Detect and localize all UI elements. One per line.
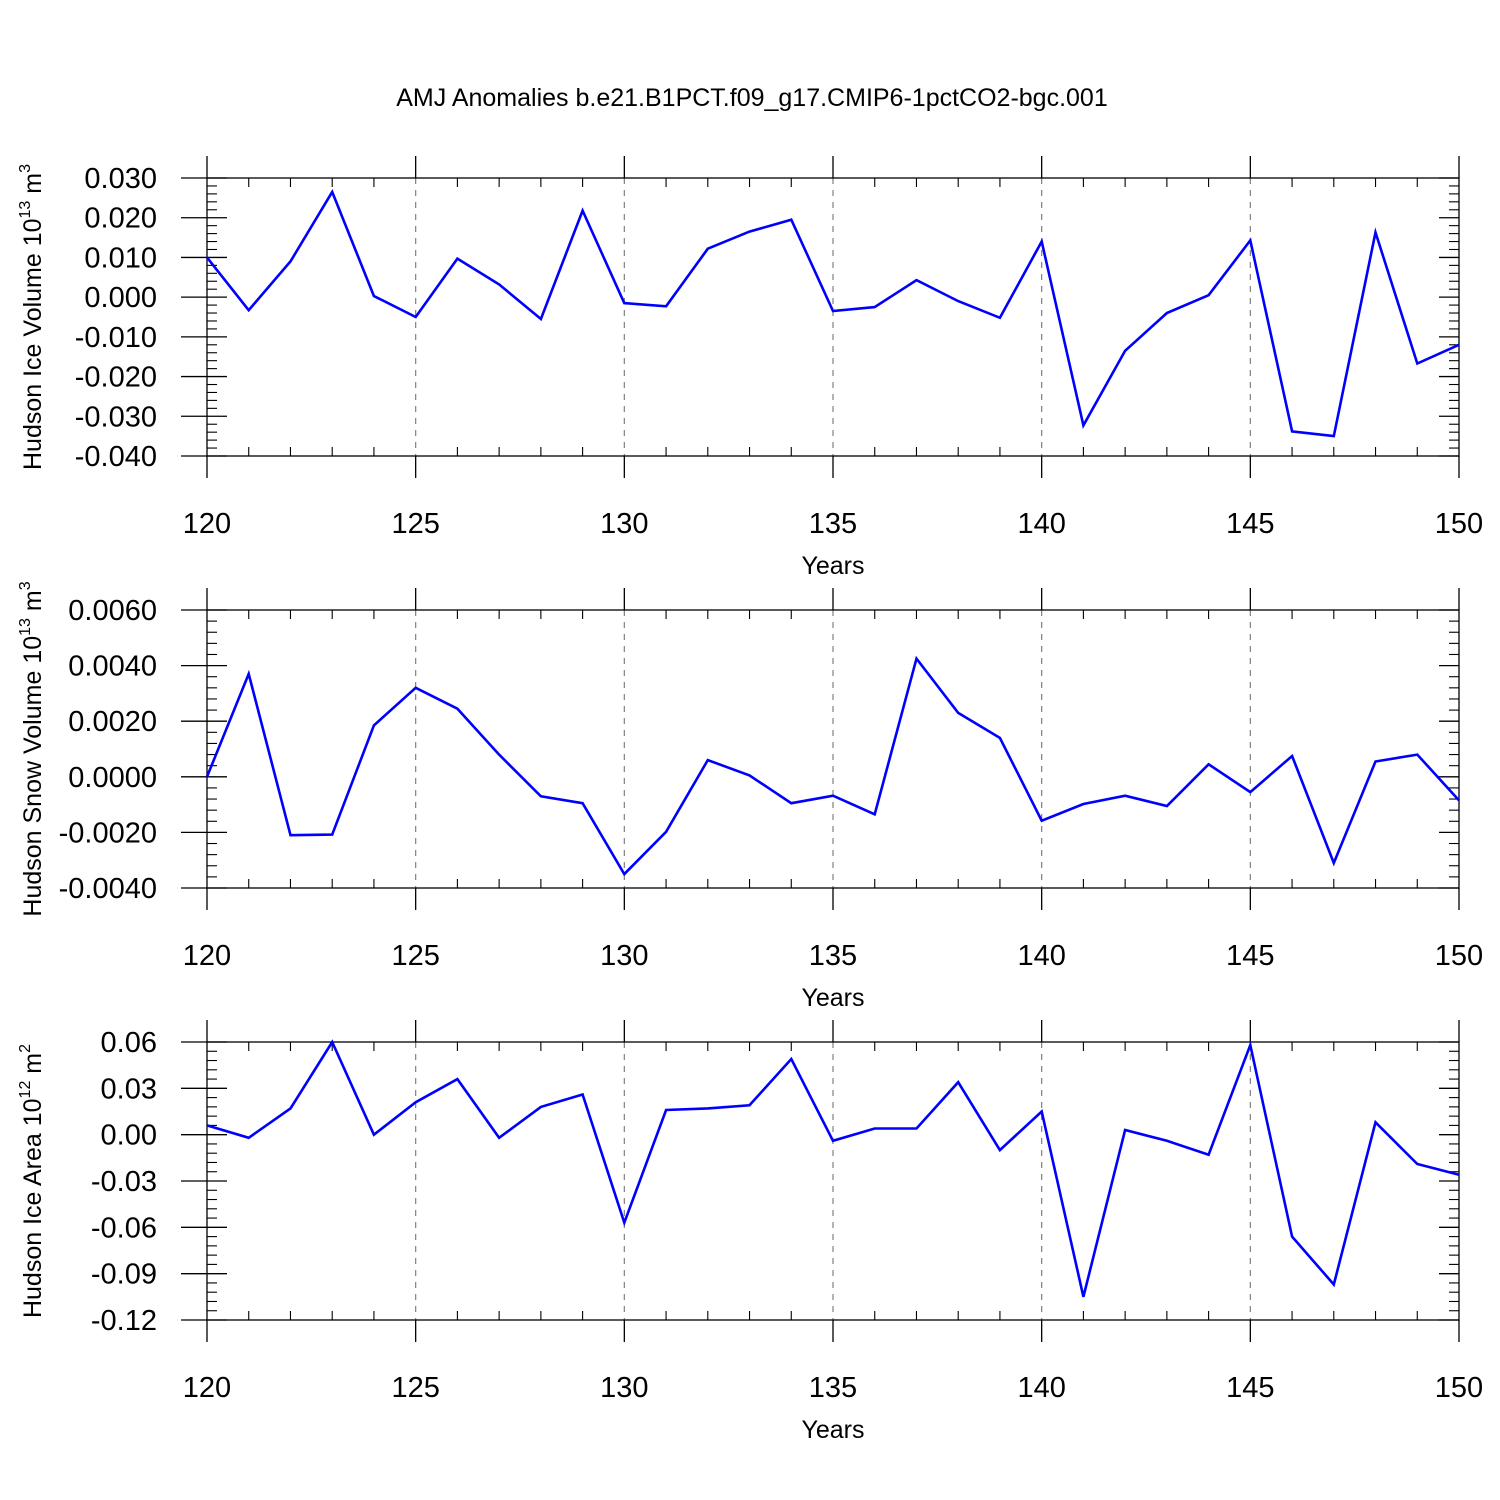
y-tick-label: 0.0060 xyxy=(68,595,157,627)
panel-1: 120 125 130 135 140 145 150 0.030 0.020 0.010 0.00… xyxy=(17,156,1483,580)
y-tick-label: -0.020 xyxy=(75,362,157,394)
x-tick-label: 120 xyxy=(183,508,231,540)
y-tick-label: -0.09 xyxy=(91,1259,157,1291)
y-tick-label: 0.0020 xyxy=(68,706,157,738)
y-axis-label: Hudson Snow Volume 1013 m3 xyxy=(17,581,47,916)
x-tick-label: 130 xyxy=(600,940,648,972)
y-tick-label: 0.06 xyxy=(101,1027,157,1059)
panel-2: 120 125 130 135 140 145 150 0.0060 0.0040 0.0020 0… xyxy=(17,581,1483,1012)
x-tick-label: 140 xyxy=(1017,508,1065,540)
x-tick-label: 140 xyxy=(1017,940,1065,972)
x-axis-label: Years xyxy=(801,1416,864,1444)
x-tick-label: 125 xyxy=(391,940,439,972)
y-tick-label: 0.020 xyxy=(84,203,157,235)
y-tick-label: -0.0020 xyxy=(59,817,157,849)
y-tick-label: -0.030 xyxy=(75,401,157,433)
x-tick-label: 150 xyxy=(1435,1372,1483,1404)
y-tick-label: -0.12 xyxy=(91,1305,157,1337)
x-tick-label: 125 xyxy=(391,508,439,540)
y-tick-label: 0.0000 xyxy=(68,762,157,794)
x-ticks xyxy=(206,588,1460,910)
y-tick-label: 0.010 xyxy=(84,242,157,274)
y-axis-label: Hudson Ice Area 1012 m2 xyxy=(17,1044,47,1318)
y-tick-label: 0.000 xyxy=(84,282,157,314)
y-tick-label: -0.0040 xyxy=(59,873,157,905)
x-tick-label: 130 xyxy=(600,1372,648,1404)
y-tick-label: -0.03 xyxy=(91,1166,157,1198)
x-tick-label: 125 xyxy=(391,1372,439,1404)
x-tick-label: 145 xyxy=(1226,940,1274,972)
y-tick-label: 0.030 xyxy=(84,163,157,195)
series-line xyxy=(205,188,1460,438)
x-tick-label: 130 xyxy=(600,508,648,540)
chart-title: AMJ Anomalies b.e21.B1PCT.f09_g17.CMIP6-… xyxy=(396,84,1108,112)
panel-3: 120 125 130 135 140 145 150 0.06 0.03 0.00 -0.03 -0… xyxy=(17,1020,1483,1444)
x-tick-label: 135 xyxy=(809,508,857,540)
series-line xyxy=(206,1039,1460,1298)
y-ticks xyxy=(181,1041,1459,1321)
x-tick-label: 120 xyxy=(183,1372,231,1404)
x-axis-label: Years xyxy=(801,984,864,1012)
y-tick-label: -0.040 xyxy=(75,441,157,473)
y-axis-label: Hudson Ice Volume 1013 m3 xyxy=(17,164,47,470)
y-tick-label: 0.00 xyxy=(101,1120,157,1152)
panels: 120 125 130 135 140 145 150 0.030 0.020 0.010 0.00… xyxy=(17,156,1483,1444)
y-tick-label: 0.03 xyxy=(101,1073,157,1105)
x-tick-label: 145 xyxy=(1226,1372,1274,1404)
x-ticks xyxy=(206,1020,1460,1342)
x-tick-label: 140 xyxy=(1017,1372,1065,1404)
x-tick-label: 135 xyxy=(809,1372,857,1404)
y-tick-label: 0.0040 xyxy=(68,651,157,683)
y-ticks xyxy=(181,609,1459,889)
x-tick-label: 135 xyxy=(809,940,857,972)
y-tick-label: -0.010 xyxy=(75,322,157,354)
series-line xyxy=(205,655,1460,877)
x-axis-label: Years xyxy=(801,552,864,580)
x-tick-label: 150 xyxy=(1435,940,1483,972)
x-tick-label: 120 xyxy=(183,940,231,972)
x-tick-label: 150 xyxy=(1435,508,1483,540)
x-tick-label: 145 xyxy=(1226,508,1274,540)
y-ticks xyxy=(181,177,1459,457)
y-tick-label: -0.06 xyxy=(91,1212,157,1244)
x-ticks xyxy=(206,156,1460,478)
